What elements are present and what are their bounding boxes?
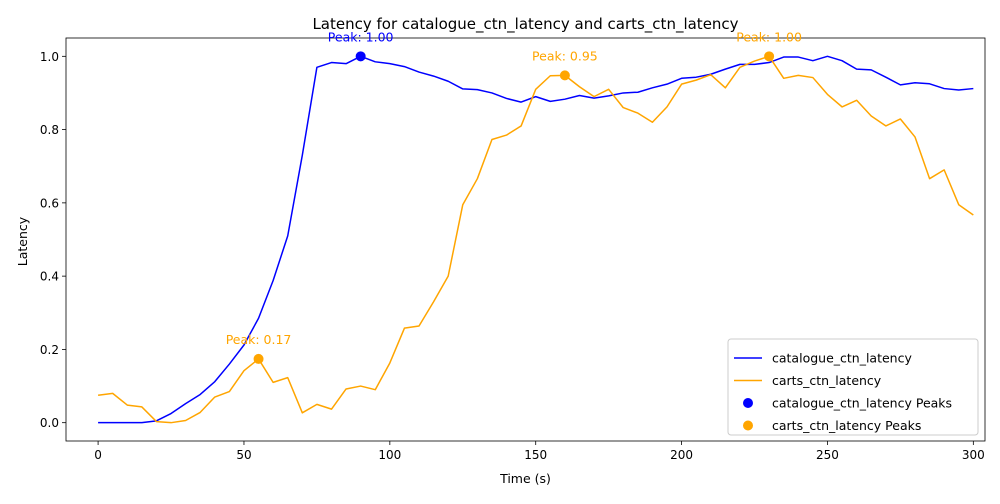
x-tick-label: 300 <box>962 448 985 462</box>
legend-marker-swatch <box>743 398 753 408</box>
peak-marker <box>559 70 570 81</box>
peak-label: Peak: 1.00 <box>736 29 802 44</box>
peak-marker <box>253 353 264 364</box>
y-tick-label: 0.8 <box>40 123 59 137</box>
plot-frame <box>65 37 986 442</box>
series-line-carts_ctn_latency <box>97 55 974 424</box>
legend: catalogue_ctn_latency carts_ctn_latencyca… <box>727 338 979 436</box>
x-tick-label: 100 <box>378 448 401 462</box>
x-tick-label: 150 <box>524 448 547 462</box>
peak-label: Peak: 0.17 <box>226 332 292 347</box>
legend-label: carts_ctn_latency Peaks <box>772 418 921 433</box>
y-tick-label: 0.6 <box>40 196 59 210</box>
y-tick-label: 1.0 <box>40 50 59 64</box>
y-tick-label: 0.4 <box>40 270 59 284</box>
x-tick-label: 50 <box>236 448 251 462</box>
legend-label: catalogue_ctn_latency Peaks <box>772 396 952 411</box>
y-tick-label: 0.0 <box>40 416 59 430</box>
plot-area: 0 50 100 150 200 250 300 0.0 0.2 0.4 0.6 0.8 1.0 Peak… <box>40 29 986 462</box>
chart-title: Latency for catalogue_ctn_latency and ca… <box>312 15 738 34</box>
legend-label: catalogue_ctn_latency <box>772 351 912 366</box>
peak-label: Peak: 0.95 <box>532 48 598 63</box>
legend-label: carts_ctn_latency <box>772 373 882 388</box>
x-axis-label: Time (s) <box>499 471 551 486</box>
peak-label: Peak: 1.00 <box>328 29 394 44</box>
y-tick-label: 0.2 <box>40 343 59 357</box>
legend-marker-swatch <box>743 420 753 431</box>
legend-box <box>727 338 979 436</box>
peak-marker <box>764 51 775 62</box>
x-tick-label: 250 <box>816 448 839 462</box>
x-tick-label: 200 <box>670 448 693 462</box>
series-line-catalogue_ctn_latency <box>98 55 974 424</box>
x-tick-label: 0 <box>94 448 102 462</box>
y-axis-label: Latency <box>15 216 30 266</box>
peak-marker <box>355 51 366 62</box>
